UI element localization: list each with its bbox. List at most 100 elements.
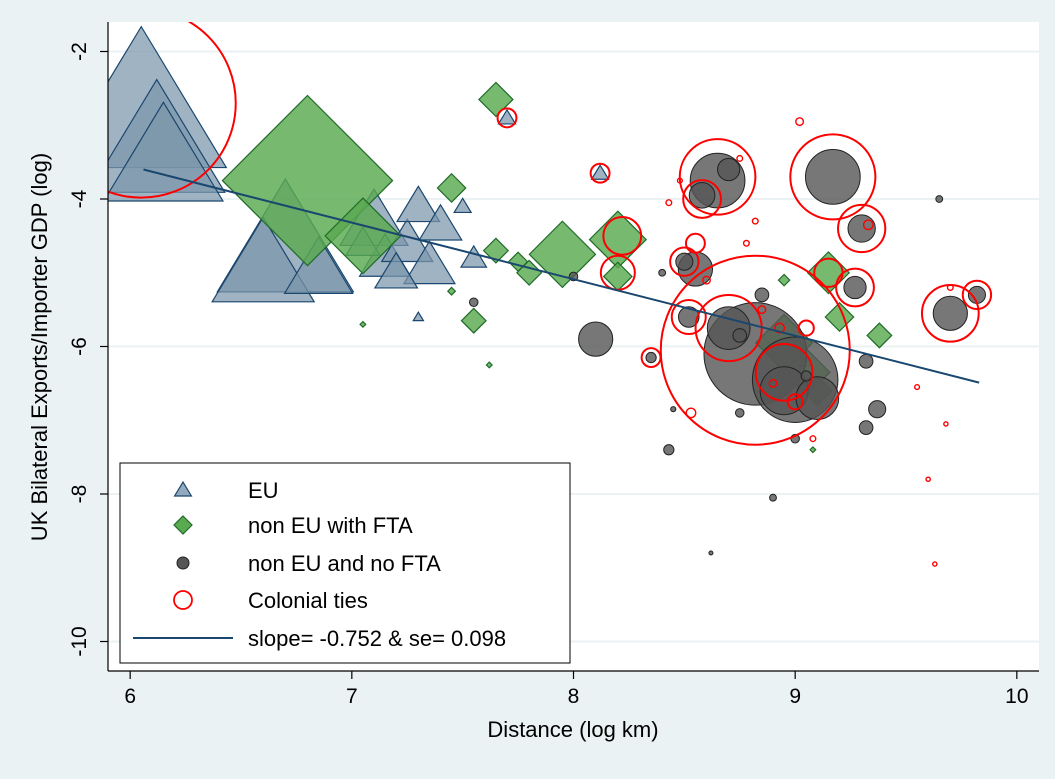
legend-circle-symbol [176, 556, 190, 570]
nofta-circle-point [663, 444, 675, 456]
fta-diamond-point [324, 197, 402, 275]
colonial-ring-point [684, 232, 706, 254]
fta-diamond-point [809, 446, 817, 454]
colonial-ring-point [795, 117, 805, 127]
nofta-circle-point [670, 406, 677, 413]
legend-label: Colonial ties [248, 588, 368, 613]
colonial-ring-point [835, 267, 875, 308]
x-tick-label: 8 [568, 685, 580, 708]
colonial-ring-point [669, 246, 700, 277]
eu-triangle-point [418, 203, 463, 241]
nofta-circle-point [468, 297, 479, 308]
colonial-ring-point [797, 319, 815, 337]
eu-triangle-point [459, 244, 488, 268]
colonial-ring-point [768, 378, 778, 388]
y-tick-label: -10 [68, 626, 91, 656]
nofta-circle-point [800, 370, 812, 382]
fta-diamond-point [460, 307, 487, 334]
nofta-circle-point [678, 306, 700, 328]
colonial-ring-point [602, 215, 643, 256]
axes: 6 7 8 9 10 -2 -4 -6 -8 -10 [68, 22, 1039, 708]
colonial-ring-point [862, 219, 874, 231]
y-tick-label: -8 [68, 485, 91, 504]
eu-triangle-point [412, 311, 425, 322]
colonial-ring-point [589, 162, 611, 184]
colonial-ring-point [685, 407, 697, 419]
eu-triangle-point [396, 185, 441, 223]
x-tick-label: 6 [124, 685, 136, 708]
y-axis-label: UK Bilateral Exports/Importer GDP (log) [27, 153, 52, 541]
nofta-circle-point [578, 321, 614, 357]
x-tick-label: 10 [1005, 685, 1028, 708]
y-tick-label: -2 [68, 42, 91, 61]
legend-label: non EU with FTA [248, 513, 413, 538]
eu-triangle-point [590, 164, 610, 180]
colonial-ring-point [702, 275, 711, 285]
fta-diamond-point [478, 81, 514, 118]
nofta-circle-point [754, 287, 770, 303]
eu-triangle-point [108, 101, 225, 202]
fta-diamond-point [446, 286, 457, 296]
legend-label: slope= -0.752 & se= 0.098 [248, 626, 506, 651]
colonial-ring-point [736, 154, 744, 162]
eu-triangle-point [497, 108, 517, 125]
fta-diamond-point [824, 301, 855, 333]
colonial-ring-point [678, 138, 757, 216]
y-tick-label: -6 [68, 337, 91, 356]
colonial-ring-point [670, 298, 707, 336]
colonial-ring-point [640, 347, 662, 369]
nofta-circle-point [708, 550, 714, 556]
nofta-circle-point [658, 268, 667, 277]
eu-triangle-point [283, 235, 354, 294]
nofta-circle-point [843, 275, 867, 300]
colonial-ring-point [108, 22, 237, 199]
nofta-circle-point [858, 353, 874, 369]
colonial-ring-point [943, 421, 949, 427]
colonial-ring-point [742, 239, 750, 247]
legend-diamond-symbol [173, 515, 193, 535]
fta-diamond-point [482, 237, 510, 264]
nofta-circle-point [732, 328, 748, 343]
colonial-ring-point [789, 133, 877, 221]
nofta-circle-point [804, 149, 861, 205]
fta-diamond-point [528, 220, 597, 289]
y-tick-label: -4 [68, 189, 91, 208]
eu-triangle-point [211, 216, 316, 303]
nofta-circle-point [688, 181, 716, 209]
x-tick-label: 9 [789, 685, 801, 708]
eu-triangle-point [373, 251, 419, 289]
legend-label: non EU and no FTA [248, 551, 441, 576]
colonial-ring-point [961, 279, 993, 311]
nofta-circle-point [769, 493, 777, 502]
fta-diamond-point [866, 322, 893, 349]
nofta-circle-point [847, 214, 876, 243]
colonial-ring-point [786, 393, 804, 411]
nofta-circle-point [675, 252, 694, 271]
colonial-ring-point [932, 561, 938, 567]
x-tick-label: 7 [346, 685, 358, 708]
legend-box [119, 462, 571, 664]
legend-ring-symbol [173, 590, 193, 610]
legend-triangle-symbol [173, 480, 193, 497]
x-axis-label: Distance (log km) [487, 717, 658, 742]
colonial-ring-point [676, 177, 683, 184]
nofta-circle-point [645, 351, 657, 364]
fit-line-group [143, 168, 980, 384]
eu-triangle-point [453, 197, 473, 214]
nofta-circle-point [706, 306, 751, 350]
colonial-ring-point [914, 384, 921, 391]
colonial-ring-point [496, 107, 518, 129]
nofta-circle-point [868, 400, 887, 419]
colonial-ring-point [751, 217, 759, 225]
colonial-ring-point [837, 203, 887, 254]
data-points [108, 22, 993, 567]
colonial-ring-point [925, 476, 931, 483]
legend-label: EU [248, 478, 279, 503]
nofta-circle-point [858, 420, 874, 435]
fta-diamond-point [485, 361, 493, 369]
colonial-ring-point [665, 199, 673, 207]
colonial-ring-point [757, 305, 767, 315]
colonial-ring-point [682, 179, 722, 219]
fta-diamond-point [359, 320, 367, 329]
colonial-ring-point [946, 283, 954, 292]
